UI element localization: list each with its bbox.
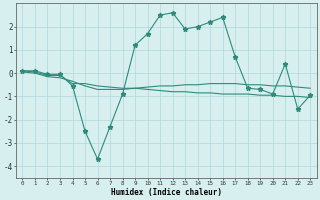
- X-axis label: Humidex (Indice chaleur): Humidex (Indice chaleur): [111, 188, 222, 197]
